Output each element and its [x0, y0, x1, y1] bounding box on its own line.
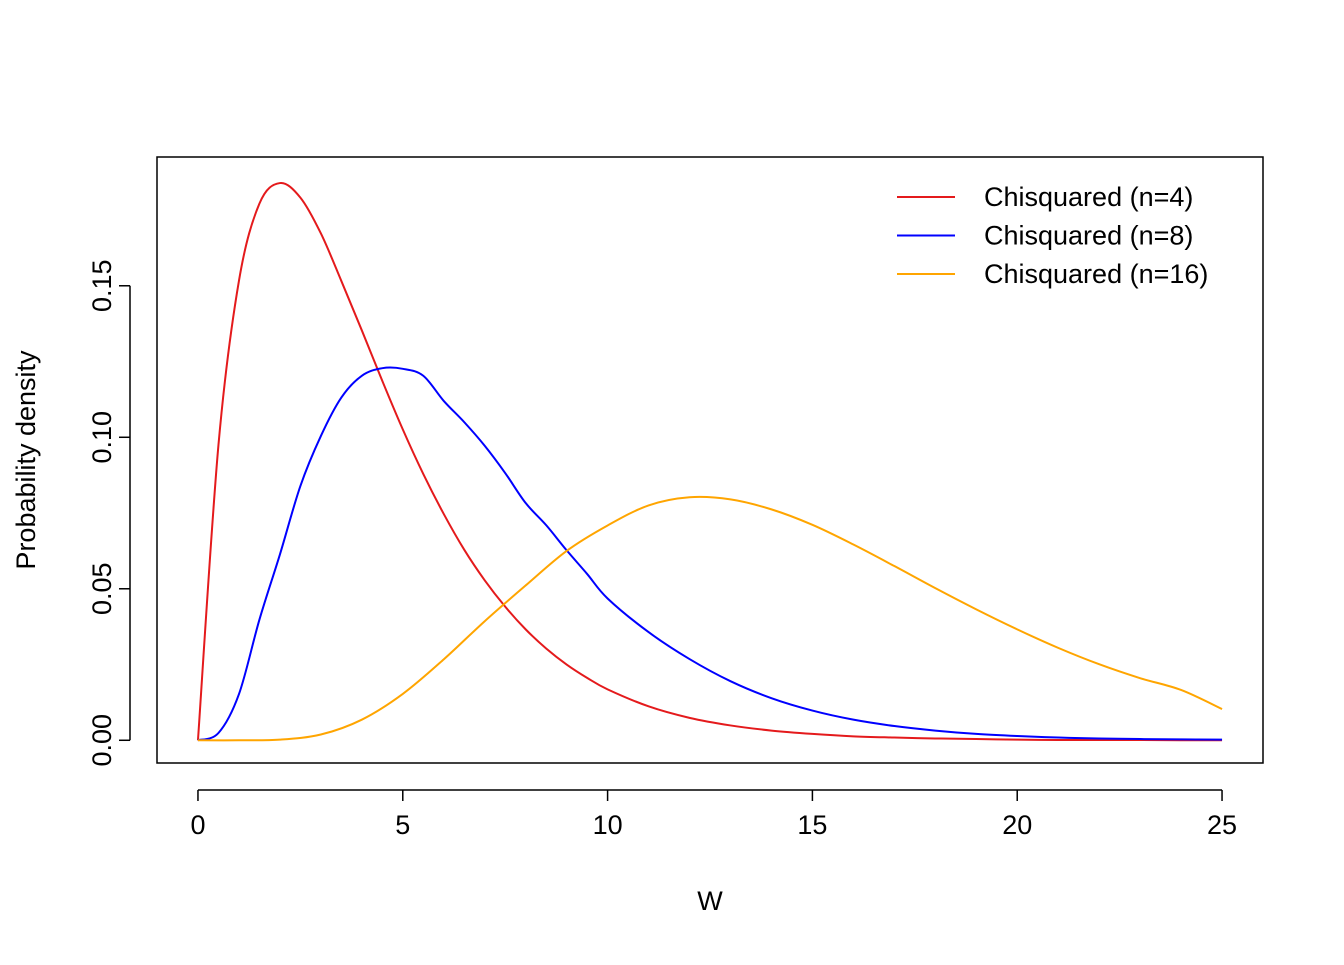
y-axis-title: Probability density [11, 350, 41, 570]
legend-item: Chisquared (n=4) [897, 182, 1193, 212]
x-tick-label: 5 [395, 810, 410, 840]
y-axis: 0.00 0.05 0.10 0.15 [87, 259, 131, 767]
x-tick-label: 10 [593, 810, 623, 840]
x-tick-label: 25 [1207, 810, 1237, 840]
x-tick-label: 0 [190, 810, 205, 840]
y-tick-label: 0.00 [87, 714, 117, 767]
legend-label: Chisquared (n=16) [984, 259, 1208, 289]
y-tick-label: 0.15 [87, 259, 117, 312]
legend-label: Chisquared (n=8) [984, 221, 1193, 251]
legend-label: Chisquared (n=4) [984, 182, 1193, 212]
y-tick-label: 0.10 [87, 411, 117, 464]
legend-item: Chisquared (n=16) [897, 259, 1208, 289]
series-line-1 [196, 182, 1223, 742]
x-tick-label: 20 [1002, 810, 1032, 840]
plot-frame [156, 156, 1264, 764]
x-axis: 0 5 10 15 20 25 [190, 789, 1237, 840]
x-tick-label: 15 [797, 810, 827, 840]
series-layer [196, 182, 1223, 742]
legend-item: Chisquared (n=8) [897, 221, 1193, 251]
x-axis-title: W [697, 886, 723, 916]
series-line-2 [197, 366, 1223, 742]
legend: Chisquared (n=4) Chisquared (n=8) Chisquar… [897, 182, 1208, 289]
series-line-3 [197, 495, 1223, 742]
y-tick-label: 0.05 [87, 562, 117, 615]
